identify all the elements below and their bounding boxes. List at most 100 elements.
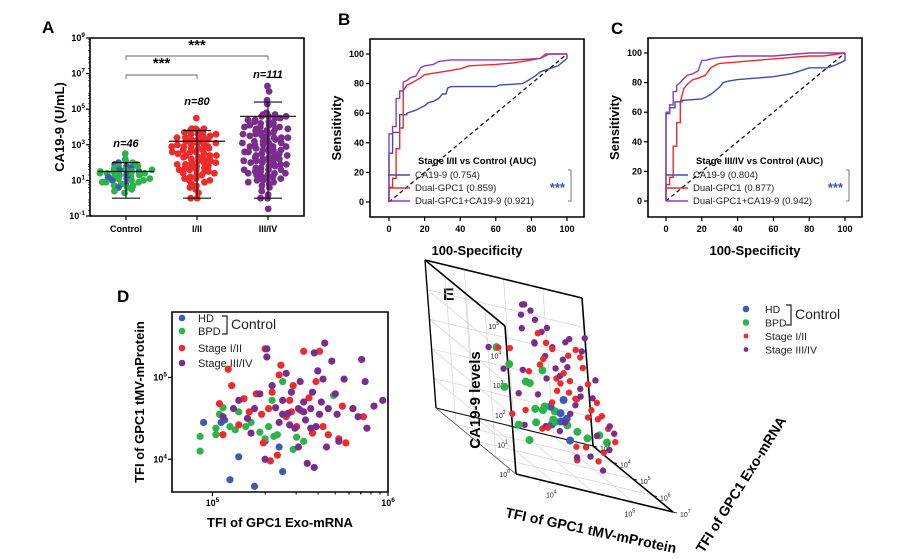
data-point — [565, 352, 572, 359]
data-point — [275, 443, 283, 451]
data-point — [319, 375, 327, 383]
data-point — [588, 407, 595, 414]
data-point — [277, 361, 285, 369]
data-point — [286, 396, 294, 404]
data-point — [602, 438, 611, 447]
y-axis-title: TFI of GPC1 tMV-mProtein — [132, 321, 147, 483]
data-point — [281, 169, 289, 177]
data-point — [593, 399, 601, 406]
data-point — [251, 118, 258, 126]
data-point — [576, 354, 584, 361]
data-point — [264, 205, 272, 213]
legend-entry: HD — [198, 313, 214, 325]
plot-frame — [647, 37, 863, 218]
data-point — [581, 335, 588, 342]
y-tick-label: 109 — [71, 32, 85, 43]
data-point — [277, 175, 285, 183]
legend-marker — [178, 314, 186, 322]
z-tick-label: 102 — [495, 410, 506, 420]
x-tick-label: 80 — [526, 224, 536, 234]
data-point — [518, 325, 525, 332]
data-point — [256, 390, 264, 398]
y-tick-label: 0 — [359, 197, 364, 207]
data-point — [333, 410, 341, 418]
data-point — [553, 387, 561, 395]
data-point — [174, 150, 182, 158]
panel-label-b: B — [338, 10, 350, 29]
data-point — [542, 339, 550, 347]
y-axis-title: Sensitivity — [607, 94, 622, 160]
data-point — [289, 382, 297, 390]
z-tick-label: 104 — [491, 351, 502, 361]
axis-edge — [581, 297, 594, 447]
data-point — [243, 414, 252, 422]
plot-frame — [369, 38, 585, 218]
x-tick-label: III/IV — [259, 224, 278, 234]
significance-stars: *** — [188, 37, 206, 54]
data-point — [300, 437, 308, 445]
plot-frame — [89, 37, 305, 217]
data-point — [611, 430, 618, 437]
data-point — [241, 148, 248, 156]
data-point — [582, 444, 590, 451]
grid-line — [464, 292, 477, 442]
data-point — [215, 400, 224, 408]
y-tick — [612, 462, 618, 464]
significance-stars: *** — [550, 180, 566, 195]
data-point — [263, 345, 271, 353]
data-point — [264, 82, 271, 90]
data-point — [276, 136, 284, 143]
grid-line — [455, 424, 614, 463]
data-point — [252, 144, 260, 152]
panel-label-d: D — [117, 287, 129, 306]
data-point — [251, 153, 259, 161]
data-point — [294, 404, 303, 413]
data-point — [200, 125, 208, 133]
data-point — [213, 152, 220, 159]
x-tick-label: 0 — [663, 224, 668, 234]
grid-line — [484, 309, 497, 458]
x-tick-label: Control — [110, 224, 142, 234]
y-tick-label: 100 — [627, 48, 642, 58]
data-point — [293, 433, 301, 441]
data-point — [531, 404, 540, 413]
y-tick-label: 104 — [153, 453, 167, 464]
data-point — [242, 422, 250, 431]
data-point — [259, 141, 267, 149]
y-tick-label: 105 — [71, 103, 85, 114]
data-point — [577, 385, 584, 393]
significance-bracket — [568, 169, 572, 202]
data-point — [565, 389, 573, 396]
legend-marker — [178, 327, 186, 335]
legend-title: Stage I/II vs Control (AUC) — [418, 156, 536, 167]
data-point — [187, 130, 195, 138]
z-axis-title: CA19-9 levels — [467, 351, 484, 449]
data-point — [284, 125, 292, 133]
data-point — [557, 380, 564, 387]
roc-curve — [665, 53, 846, 201]
x-tick-label: 100 — [559, 224, 574, 234]
data-point — [560, 370, 567, 377]
roc-curve — [388, 53, 567, 202]
data-point — [200, 418, 208, 427]
data-point — [226, 476, 234, 484]
data-point — [514, 420, 523, 429]
significance-bracket — [846, 169, 850, 202]
data-point — [312, 377, 320, 386]
data-point — [291, 424, 299, 432]
data-point — [515, 390, 522, 397]
data-point — [584, 414, 592, 421]
data-point — [259, 439, 267, 447]
data-point — [253, 171, 260, 179]
data-point — [303, 459, 311, 467]
data-point — [349, 404, 357, 413]
data-point — [594, 416, 602, 423]
y-tick-label: 20 — [632, 166, 642, 176]
data-point — [543, 324, 551, 332]
y-tick-label: 101 — [71, 174, 85, 185]
data-point — [525, 368, 533, 375]
n-label: n=46 — [113, 138, 139, 150]
significance-stars: *** — [828, 180, 844, 195]
y-tick-label: 20 — [354, 167, 364, 177]
data-point — [531, 316, 539, 323]
